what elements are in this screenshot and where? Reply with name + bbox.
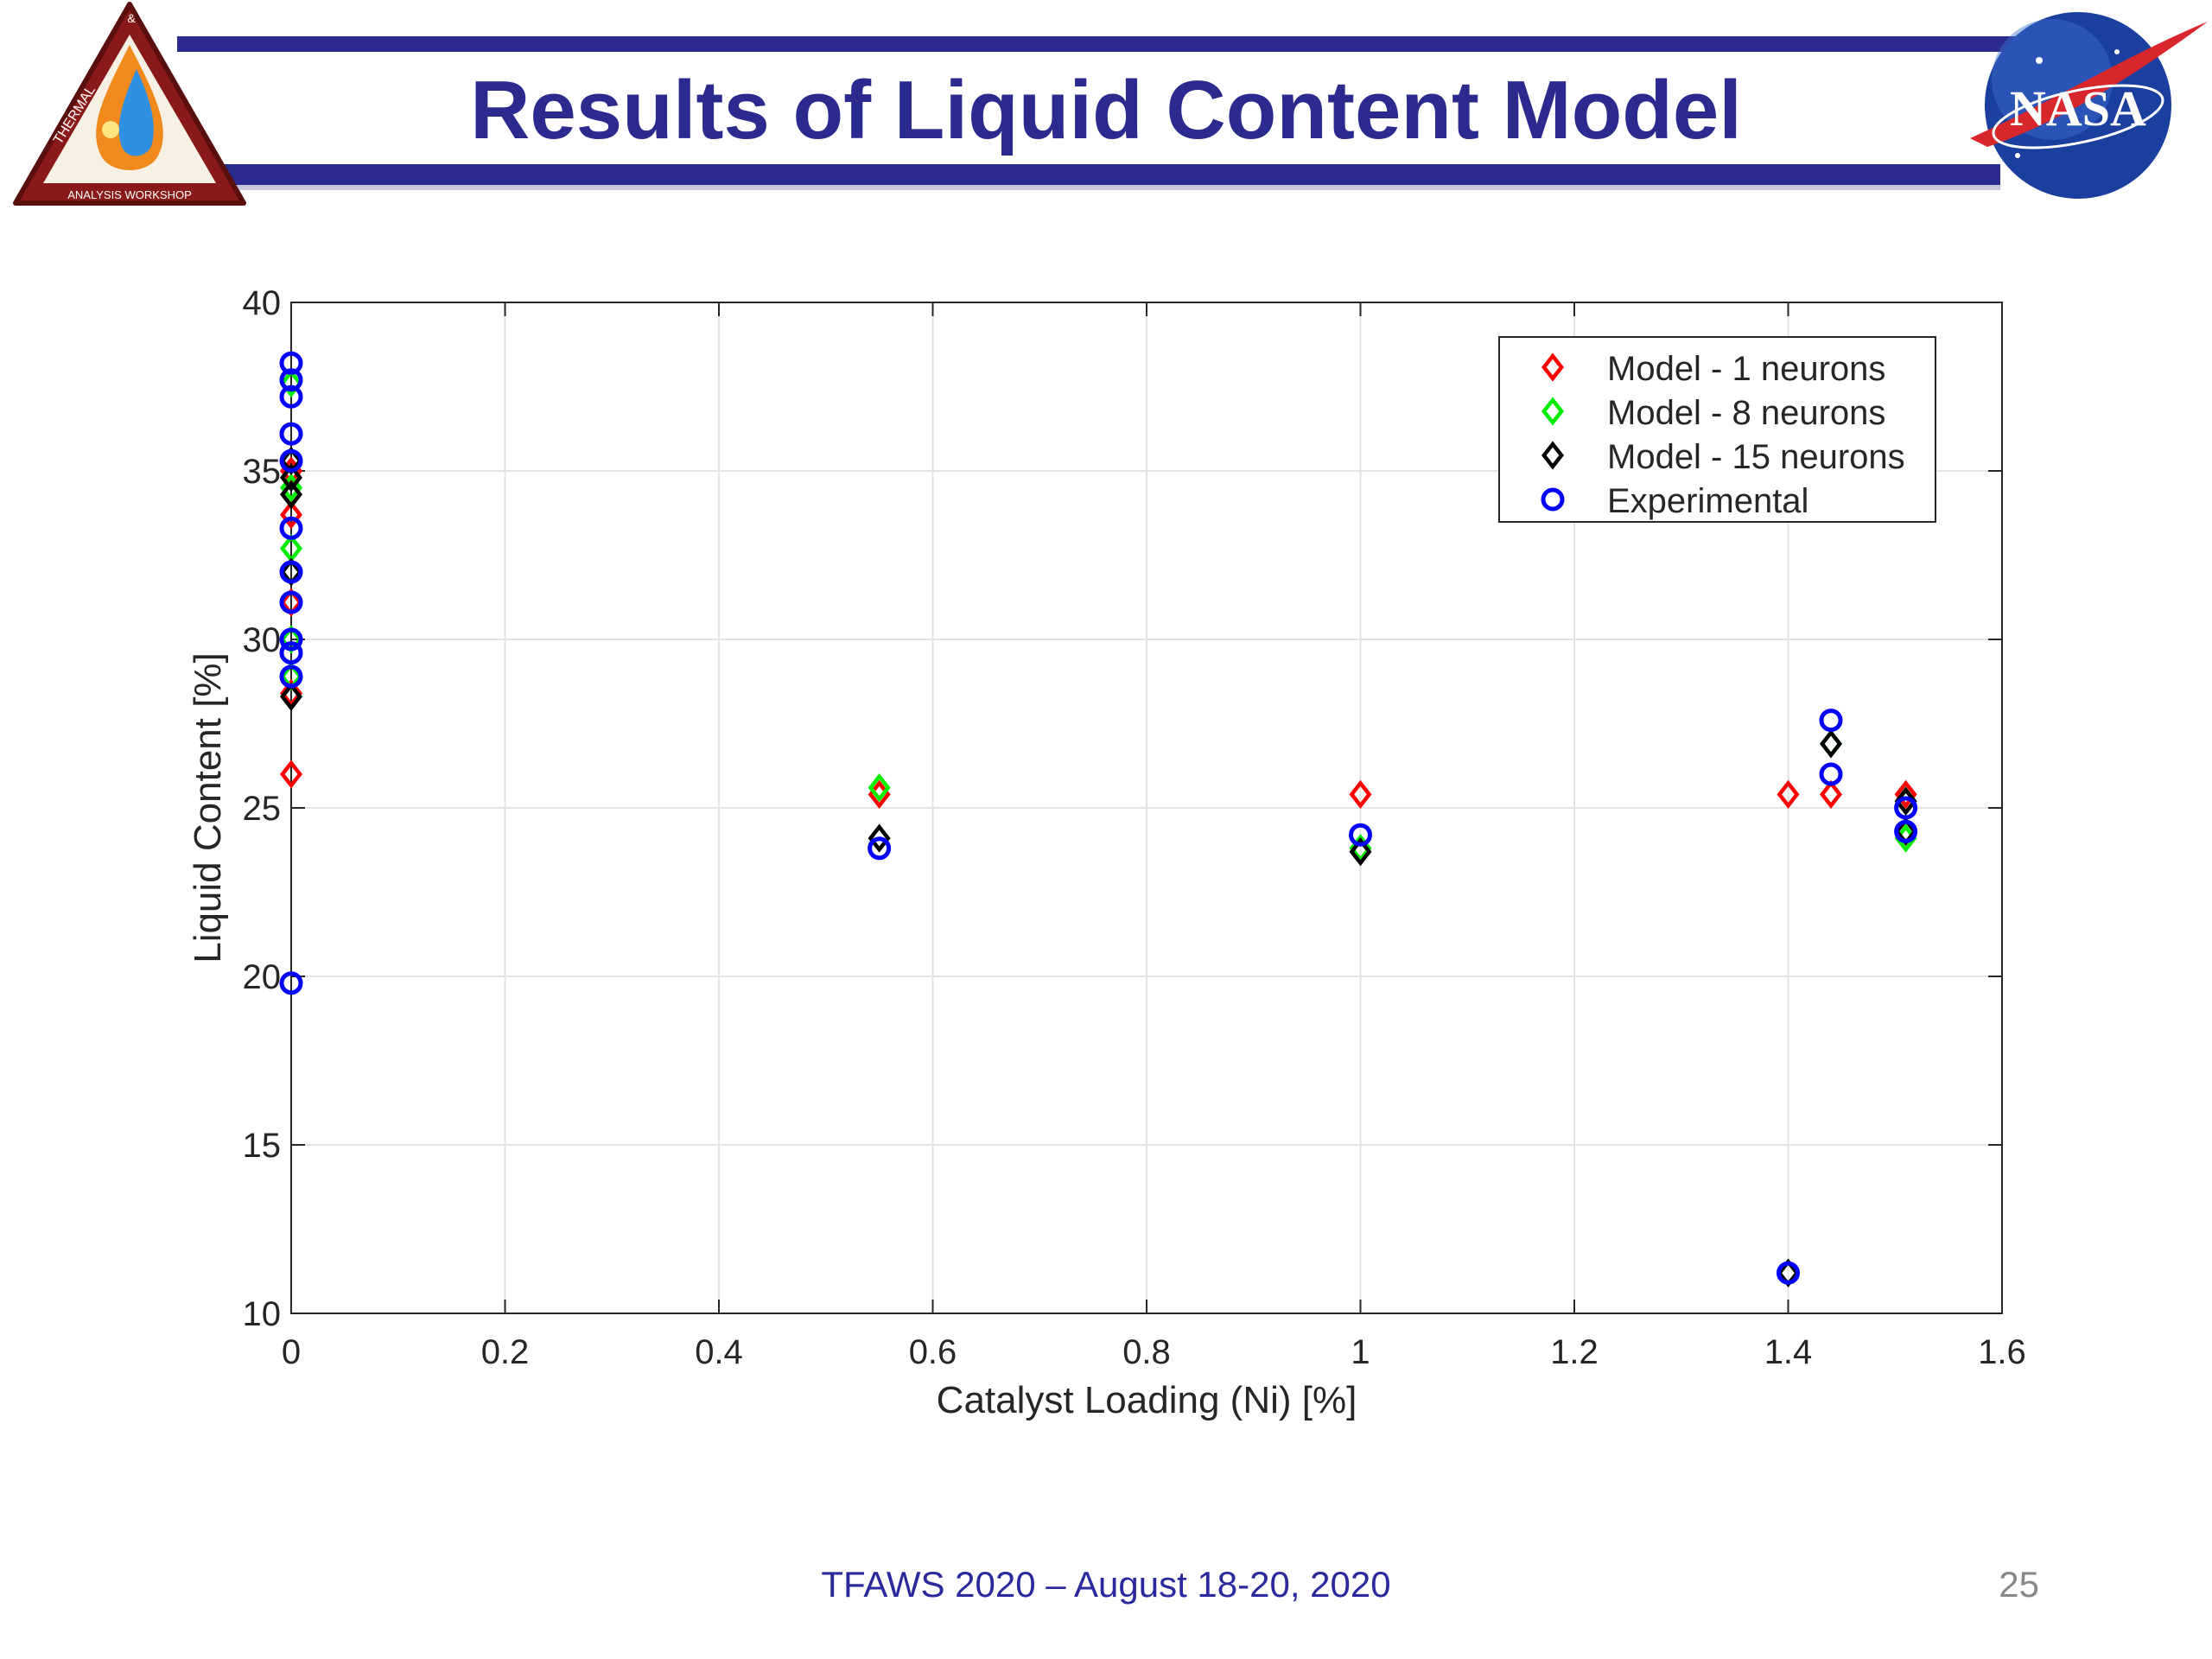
x-tick-label: 0.4 xyxy=(695,1333,743,1371)
model-point xyxy=(280,760,302,789)
x-tick-label: 0 xyxy=(282,1333,301,1371)
experimental-point xyxy=(1819,709,1843,733)
y-tick-label: 25 xyxy=(243,790,282,828)
legend-marker xyxy=(1541,397,1564,426)
legend-label: Model - 1 neurons xyxy=(1607,350,1885,388)
x-tick-label: 1 xyxy=(1351,1333,1370,1371)
legend-marker xyxy=(1541,487,1565,512)
series-2 xyxy=(280,446,1917,1287)
svg-text:ANALYSIS WORKSHOP: ANALYSIS WORKSHOP xyxy=(67,188,192,201)
experimental-point xyxy=(279,422,303,446)
y-tick-label: 35 xyxy=(243,453,282,491)
legend-label: Model - 8 neurons xyxy=(1607,394,1885,432)
x-tick-label: 1.2 xyxy=(1550,1333,1599,1371)
experimental-point xyxy=(279,448,303,473)
x-tick-label: 0.2 xyxy=(481,1333,530,1371)
model-point xyxy=(1894,779,1917,810)
series-3 xyxy=(279,351,1918,1285)
model-point xyxy=(1777,779,1800,810)
legend-label: Experimental xyxy=(1607,482,1808,520)
model-point xyxy=(868,823,891,853)
svg-text:&: & xyxy=(127,11,136,25)
x-tick-label: 0.8 xyxy=(1122,1333,1171,1371)
model-point xyxy=(280,678,302,709)
model-point xyxy=(1820,779,1842,810)
experimental-point xyxy=(279,627,303,652)
svg-text:NASA: NASA xyxy=(2010,80,2146,137)
y-tick-label: 30 xyxy=(243,621,282,659)
experimental-point xyxy=(279,641,303,665)
model-point xyxy=(280,463,302,493)
model-point xyxy=(280,500,302,530)
experimental-point xyxy=(868,836,892,861)
gridlines xyxy=(290,302,2003,1314)
model-point xyxy=(1349,779,1372,810)
experimental-point xyxy=(1894,819,1918,843)
experimental-point xyxy=(1349,823,1372,847)
tick-labels: 0 0.2 0.4 0.6 0.8 1 1.2 1.4 1.6 10 15 20 25 30 35 40 xyxy=(243,284,2026,1371)
legend-label: Model - 15 neurons xyxy=(1607,438,1905,476)
experimental-point xyxy=(279,351,303,375)
header-bars xyxy=(177,36,2078,190)
model-point xyxy=(1894,786,1917,816)
x-tick-label: 0.6 xyxy=(909,1333,957,1371)
experimental-point xyxy=(1777,1261,1800,1285)
ticks xyxy=(290,302,2003,1314)
legend: Model - 1 neurons Model - 8 neurons Model … xyxy=(1498,336,1936,523)
experimental-point xyxy=(1819,762,1843,786)
header-bar-shadow xyxy=(220,185,2000,190)
slide-title: Results of Liquid Content Model xyxy=(470,64,1742,156)
scatter-chart: 0 0.2 0.4 0.6 0.8 1 1.2 1.4 1.6 10 15 20 25 30 35 40 Ca… xyxy=(187,284,2026,1421)
y-tick-label: 10 xyxy=(243,1295,282,1333)
model-point xyxy=(1820,729,1842,759)
legend-box xyxy=(1498,336,1936,523)
tfaws-workshop-badge-icon: ANALYSIS WORKSHOP & THERMAL FLUIDS xyxy=(13,2,246,206)
y-tick-label: 20 xyxy=(243,958,282,996)
experimental-point xyxy=(279,516,303,540)
header-bar-top xyxy=(177,36,2078,52)
x-axis-label: Catalyst Loading (Ni) [%] xyxy=(937,1379,1357,1421)
model-point xyxy=(280,682,302,711)
model-point xyxy=(280,368,302,398)
y-axis-label: Liquid Content [%] xyxy=(187,652,229,963)
model-point xyxy=(868,772,891,803)
legend-marker xyxy=(1541,353,1564,382)
legend-marker xyxy=(1541,441,1564,470)
header-bar-bottom xyxy=(220,164,2000,185)
experimental-point xyxy=(279,560,303,584)
page-number: 25 xyxy=(1999,1564,2039,1605)
x-tick-label: 1.4 xyxy=(1764,1333,1813,1371)
experimental-point xyxy=(279,590,303,614)
experimental-point xyxy=(1894,796,1918,820)
slide-footer: TFAWS 2020 – August 18-20, 2020 xyxy=(821,1564,1391,1605)
y-tick-label: 40 xyxy=(243,284,282,322)
model-point xyxy=(1349,837,1372,867)
y-tick-label: 15 xyxy=(243,1127,282,1165)
nasa-meatball-logo-icon: NASA xyxy=(1970,12,2208,199)
model-point xyxy=(280,480,302,509)
experimental-point xyxy=(279,971,303,995)
experimental-point xyxy=(279,664,303,689)
x-tick-label: 1.6 xyxy=(1978,1333,2026,1371)
data-points xyxy=(279,351,1918,1287)
